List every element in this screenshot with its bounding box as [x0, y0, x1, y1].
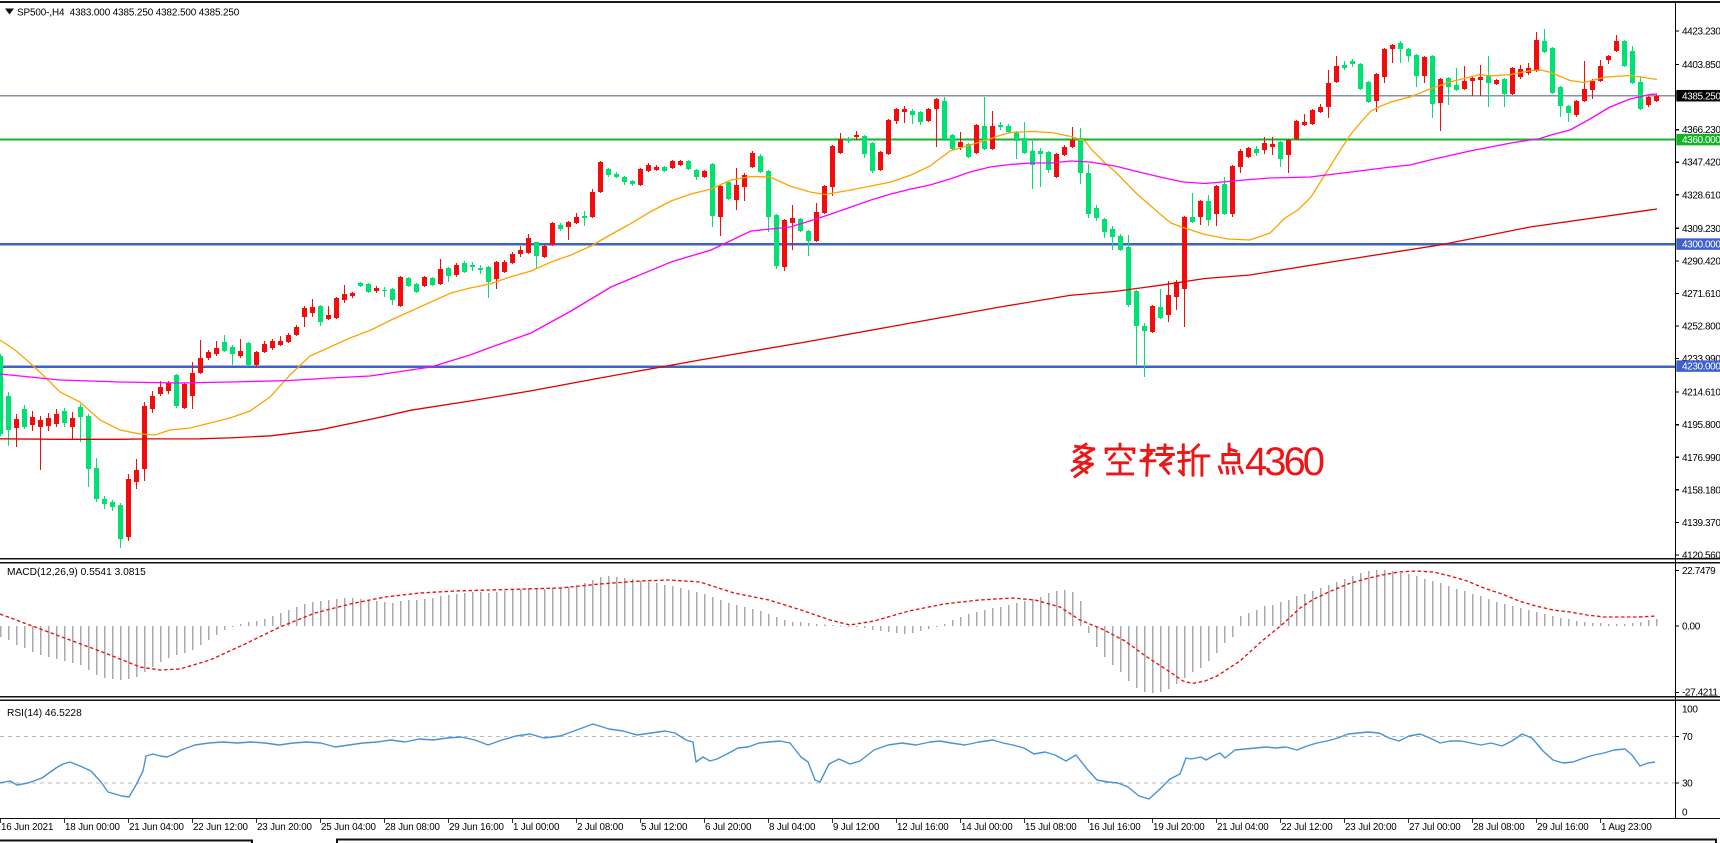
svg-text:30: 30 [1682, 779, 1693, 790]
svg-text:1 Jul 00:00: 1 Jul 00:00 [513, 822, 560, 833]
svg-text:4360: 4360 [1245, 440, 1324, 484]
svg-text:4230.000: 4230.000 [1682, 362, 1720, 373]
svg-text:8 Jul 04:00: 8 Jul 04:00 [769, 822, 816, 833]
svg-text:21 Jun 04:00: 21 Jun 04:00 [129, 822, 185, 833]
svg-text:4328.610: 4328.610 [1682, 190, 1720, 201]
svg-text:70: 70 [1682, 732, 1693, 743]
svg-text:14 Jul 00:00: 14 Jul 00:00 [961, 822, 1013, 833]
svg-text:4139.370: 4139.370 [1682, 518, 1720, 529]
svg-text:16 Jul 16:00: 16 Jul 16:00 [1089, 822, 1141, 833]
svg-text:4366.230: 4366.230 [1682, 125, 1720, 136]
svg-text:4403.850: 4403.850 [1682, 60, 1720, 71]
svg-text:22 Jul 12:00: 22 Jul 12:00 [1281, 822, 1333, 833]
svg-text:25 Jun 04:00: 25 Jun 04:00 [321, 822, 377, 833]
svg-text:22 Jun 12:00: 22 Jun 12:00 [193, 822, 249, 833]
svg-text:4195.800: 4195.800 [1682, 420, 1720, 431]
svg-text:6 Jul 20:00: 6 Jul 20:00 [705, 822, 752, 833]
svg-text:4300.000: 4300.000 [1682, 240, 1720, 251]
svg-text:4347.420: 4347.420 [1682, 158, 1720, 169]
svg-text:4158.180: 4158.180 [1682, 485, 1720, 496]
svg-text:28 Jul 08:00: 28 Jul 08:00 [1473, 822, 1525, 833]
svg-text:4120.560: 4120.560 [1682, 551, 1720, 562]
svg-text:4214.610: 4214.610 [1682, 388, 1720, 399]
svg-text:2 Jul 08:00: 2 Jul 08:00 [577, 822, 624, 833]
svg-text:16 Jun 2021: 16 Jun 2021 [1, 822, 53, 833]
svg-text:4360.000: 4360.000 [1682, 135, 1720, 146]
svg-text:22.7479: 22.7479 [1682, 566, 1716, 577]
svg-text:4233.990: 4233.990 [1682, 354, 1720, 365]
svg-text:23 Jun 20:00: 23 Jun 20:00 [257, 822, 313, 833]
svg-text:0.00: 0.00 [1682, 622, 1701, 633]
svg-text:0: 0 [1682, 808, 1688, 819]
svg-text:29 Jun 16:00: 29 Jun 16:00 [449, 822, 505, 833]
svg-text:4309.230: 4309.230 [1682, 224, 1720, 235]
svg-text:23 Jul 20:00: 23 Jul 20:00 [1345, 822, 1397, 833]
svg-text:18 Jun 00:00: 18 Jun 00:00 [65, 822, 121, 833]
svg-text:4385.250: 4385.250 [1682, 91, 1720, 102]
svg-text:RSI(14) 46.5228: RSI(14) 46.5228 [7, 708, 82, 719]
svg-text:4290.420: 4290.420 [1682, 256, 1720, 267]
svg-text:4271.610: 4271.610 [1682, 289, 1720, 300]
svg-text:27 Jul 00:00: 27 Jul 00:00 [1409, 822, 1461, 833]
svg-text:SP500-,H4 4383.000 4385.250 4: SP500-,H4 4383.000 4385.250 4382.500 438… [17, 8, 240, 19]
svg-text:28 Jun 08:00: 28 Jun 08:00 [385, 822, 441, 833]
svg-text:4423.230: 4423.230 [1682, 27, 1720, 38]
svg-text:1 Aug 23:00: 1 Aug 23:00 [1601, 822, 1652, 833]
svg-text:9 Jul 12:00: 9 Jul 12:00 [833, 822, 880, 833]
svg-text:19 Jul 20:00: 19 Jul 20:00 [1153, 822, 1205, 833]
svg-text:MACD(12,26,9) 0.5541 3.0815: MACD(12,26,9) 0.5541 3.0815 [7, 567, 146, 578]
svg-text:12 Jul 16:00: 12 Jul 16:00 [897, 822, 949, 833]
svg-text:4252.800: 4252.800 [1682, 322, 1720, 333]
svg-text:21 Jul 04:00: 21 Jul 04:00 [1217, 822, 1269, 833]
svg-text:4176.990: 4176.990 [1682, 453, 1720, 464]
svg-text:29 Jul 16:00: 29 Jul 16:00 [1537, 822, 1589, 833]
svg-text:5 Jul 12:00: 5 Jul 12:00 [641, 822, 688, 833]
svg-text:15 Jul 08:00: 15 Jul 08:00 [1025, 822, 1077, 833]
svg-text:-27.4211: -27.4211 [1682, 688, 1718, 699]
svg-text:100: 100 [1682, 705, 1698, 716]
